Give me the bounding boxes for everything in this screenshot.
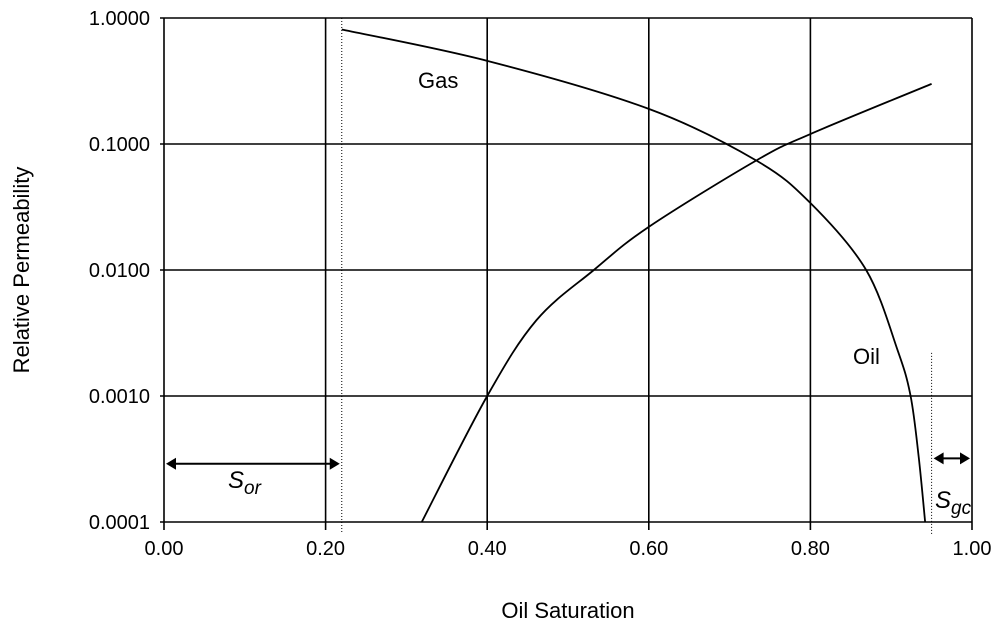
sor-label-main: S	[228, 467, 244, 494]
sgc-label-main: S	[935, 487, 951, 514]
x-tick-label: 0.00	[145, 538, 184, 560]
series-group	[341, 28, 932, 523]
sgc-arrow-right-head	[960, 452, 970, 465]
sor-label: Sor	[228, 467, 262, 499]
sor-arrow-left-head	[166, 457, 176, 470]
x-tick-label: 1.00	[953, 538, 992, 560]
x-tick-label: 0.40	[468, 538, 507, 560]
series-line-oil	[420, 83, 932, 523]
grid	[160, 17, 973, 530]
y-tick-label: 0.0001	[89, 512, 150, 534]
sgc-label-sub: gc	[951, 498, 972, 519]
sor-arrow-right-head	[329, 457, 340, 470]
series-label-oil: Oil	[853, 344, 880, 369]
x-tick-label: 0.80	[791, 538, 830, 560]
y-tick-label: 0.0010	[89, 386, 150, 408]
y-tick-label: 1.0000	[89, 8, 150, 30]
tick-labels: 0.00 0.20 0.40 0.60 0.80 1.00 1.0000 0.1000 0.01…	[89, 8, 992, 560]
series-label-gas: Gas	[418, 68, 458, 93]
x-axis-label: Oil Saturation	[501, 598, 634, 623]
series-line-gas	[341, 28, 927, 523]
y-tick-label: 0.0100	[89, 260, 150, 282]
x-tick-label: 0.60	[629, 538, 668, 560]
guide-lines	[166, 18, 970, 534]
sgc-arrow-left-head	[933, 452, 944, 465]
x-tick-label: 0.20	[306, 538, 345, 560]
sgc-label: Sgc	[935, 487, 972, 519]
y-axis-label: Relative Permeability	[9, 167, 34, 374]
y-tick-label: 0.1000	[89, 134, 150, 156]
sor-label-sub: or	[244, 478, 262, 499]
